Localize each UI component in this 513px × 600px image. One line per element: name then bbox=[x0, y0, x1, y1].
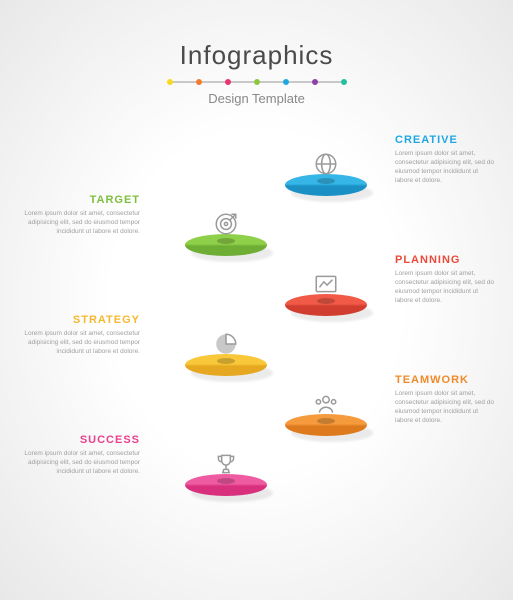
step-body: Lorem ipsum dolor sit amet, consectetur … bbox=[395, 269, 495, 305]
step-label: CREATIVE bbox=[395, 134, 495, 146]
step-label: TEAMWORK bbox=[395, 374, 495, 386]
step-body: Lorem ipsum dolor sit amet, consectetur … bbox=[395, 389, 495, 425]
step-body: Lorem ipsum dolor sit amet, consectetur … bbox=[395, 149, 495, 185]
step-success bbox=[185, 460, 267, 496]
step-label: TARGET bbox=[20, 194, 140, 206]
step-label: PLANNING bbox=[395, 254, 495, 266]
divider-segment bbox=[202, 81, 225, 83]
step-text-strategy: STRATEGY Lorem ipsum dolor sit amet, cons… bbox=[20, 314, 140, 356]
divider-segment bbox=[318, 81, 341, 83]
step-creative bbox=[285, 160, 367, 196]
step-planning bbox=[285, 280, 367, 316]
step-text-success: SUCCESS Lorem ipsum dolor sit amet, conse… bbox=[20, 434, 140, 476]
step-text-creative: CREATIVE Lorem ipsum dolor sit amet, cons… bbox=[395, 134, 495, 185]
disc bbox=[285, 280, 367, 316]
step-teamwork bbox=[285, 400, 367, 436]
page-subtitle: Design Template bbox=[167, 91, 347, 106]
globe-icon bbox=[312, 150, 340, 178]
disc bbox=[185, 340, 267, 376]
step-body: Lorem ipsum dolor sit amet, consectetur … bbox=[20, 209, 140, 236]
disc bbox=[185, 460, 267, 496]
step-body: Lorem ipsum dolor sit amet, consectetur … bbox=[20, 329, 140, 356]
header: Infographics Design Template bbox=[167, 40, 347, 106]
step-label: STRATEGY bbox=[20, 314, 140, 326]
divider-dot bbox=[341, 79, 347, 85]
disc bbox=[285, 400, 367, 436]
disc bbox=[285, 160, 367, 196]
disc bbox=[185, 220, 267, 256]
divider-dots bbox=[167, 79, 347, 85]
step-label: SUCCESS bbox=[20, 434, 140, 446]
divider-segment bbox=[260, 81, 283, 83]
chart-icon bbox=[312, 270, 340, 298]
step-target bbox=[185, 220, 267, 256]
divider-segment bbox=[289, 81, 312, 83]
pie-icon bbox=[212, 330, 240, 358]
step-text-planning: PLANNING Lorem ipsum dolor sit amet, cons… bbox=[395, 254, 495, 305]
team-icon bbox=[312, 390, 340, 418]
trophy-icon bbox=[212, 450, 240, 478]
divider-segment bbox=[231, 81, 254, 83]
page-title: Infographics bbox=[167, 40, 347, 71]
step-strategy bbox=[185, 340, 267, 376]
step-text-teamwork: TEAMWORK Lorem ipsum dolor sit amet, cons… bbox=[395, 374, 495, 425]
step-body: Lorem ipsum dolor sit amet, consectetur … bbox=[20, 449, 140, 476]
divider-segment bbox=[173, 81, 196, 83]
step-text-target: TARGET Lorem ipsum dolor sit amet, consec… bbox=[20, 194, 140, 236]
infographic-stage: CREATIVE Lorem ipsum dolor sit amet, cons… bbox=[0, 130, 513, 600]
target-icon bbox=[212, 210, 240, 238]
